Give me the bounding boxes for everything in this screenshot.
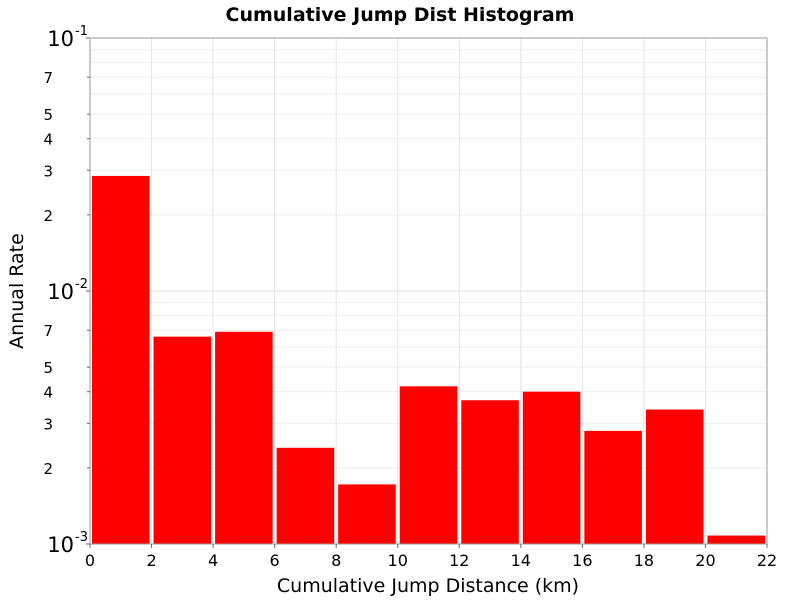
bar-layer — [92, 175, 765, 544]
y-minor-tick-label: 4 — [43, 131, 53, 149]
y-minor-tick-label: 4 — [43, 384, 53, 402]
x-tick-label: 20 — [695, 551, 715, 570]
histogram-bar — [584, 430, 642, 544]
y-major-tick-label: 10 — [47, 27, 74, 51]
x-tick-label: 12 — [449, 551, 469, 570]
y-minor-tick-label: 7 — [43, 322, 53, 340]
y-major-tick-exponent: -1 — [75, 24, 88, 39]
y-major-tick-exponent: -2 — [75, 277, 88, 292]
x-tick-label: 0 — [85, 551, 95, 570]
y-axis-label: Annual Rate — [6, 233, 28, 349]
x-tick-label: 10 — [388, 551, 408, 570]
histogram-bar — [153, 336, 212, 544]
histogram-bar — [399, 386, 458, 544]
y-minor-tick-label: 2 — [43, 207, 53, 225]
y-minor-tick-label: 7 — [43, 69, 53, 87]
y-major-tick-exponent: -3 — [75, 530, 88, 545]
histogram-bar — [92, 175, 150, 544]
x-tick-label: 18 — [634, 551, 654, 570]
x-tick-label: 8 — [331, 551, 341, 570]
x-tick-label: 22 — [757, 551, 777, 570]
y-minor-tick-label: 5 — [43, 106, 53, 124]
x-tick-label: 2 — [146, 551, 156, 570]
histogram-bar — [215, 331, 273, 544]
y-major-tick-label: 10 — [47, 280, 74, 304]
x-tick-label: 6 — [270, 551, 280, 570]
histogram-bar — [338, 484, 396, 544]
x-axis-ticks: 0 2 4 6 8 10 12 14 16 18 20 22 — [85, 544, 777, 570]
y-minor-tick-label: 3 — [43, 415, 53, 433]
histogram-bar — [522, 391, 581, 544]
y-minor-tick-label: 5 — [43, 359, 53, 377]
x-tick-label: 14 — [511, 551, 531, 570]
y-major-tick-label: 10 — [47, 533, 74, 557]
chart-title: Cumulative Jump Dist Histogram — [226, 4, 575, 26]
x-axis-label: Cumulative Jump Distance (km) — [277, 575, 579, 597]
histogram-bar — [645, 409, 704, 544]
y-minor-tick-label: 2 — [43, 460, 53, 478]
x-tick-label: 16 — [572, 551, 592, 570]
histogram-bar — [276, 447, 335, 544]
x-tick-label: 4 — [208, 551, 218, 570]
histogram-bar — [461, 400, 519, 544]
y-minor-tick-label: 3 — [43, 162, 53, 180]
histogram-bar — [707, 535, 765, 544]
